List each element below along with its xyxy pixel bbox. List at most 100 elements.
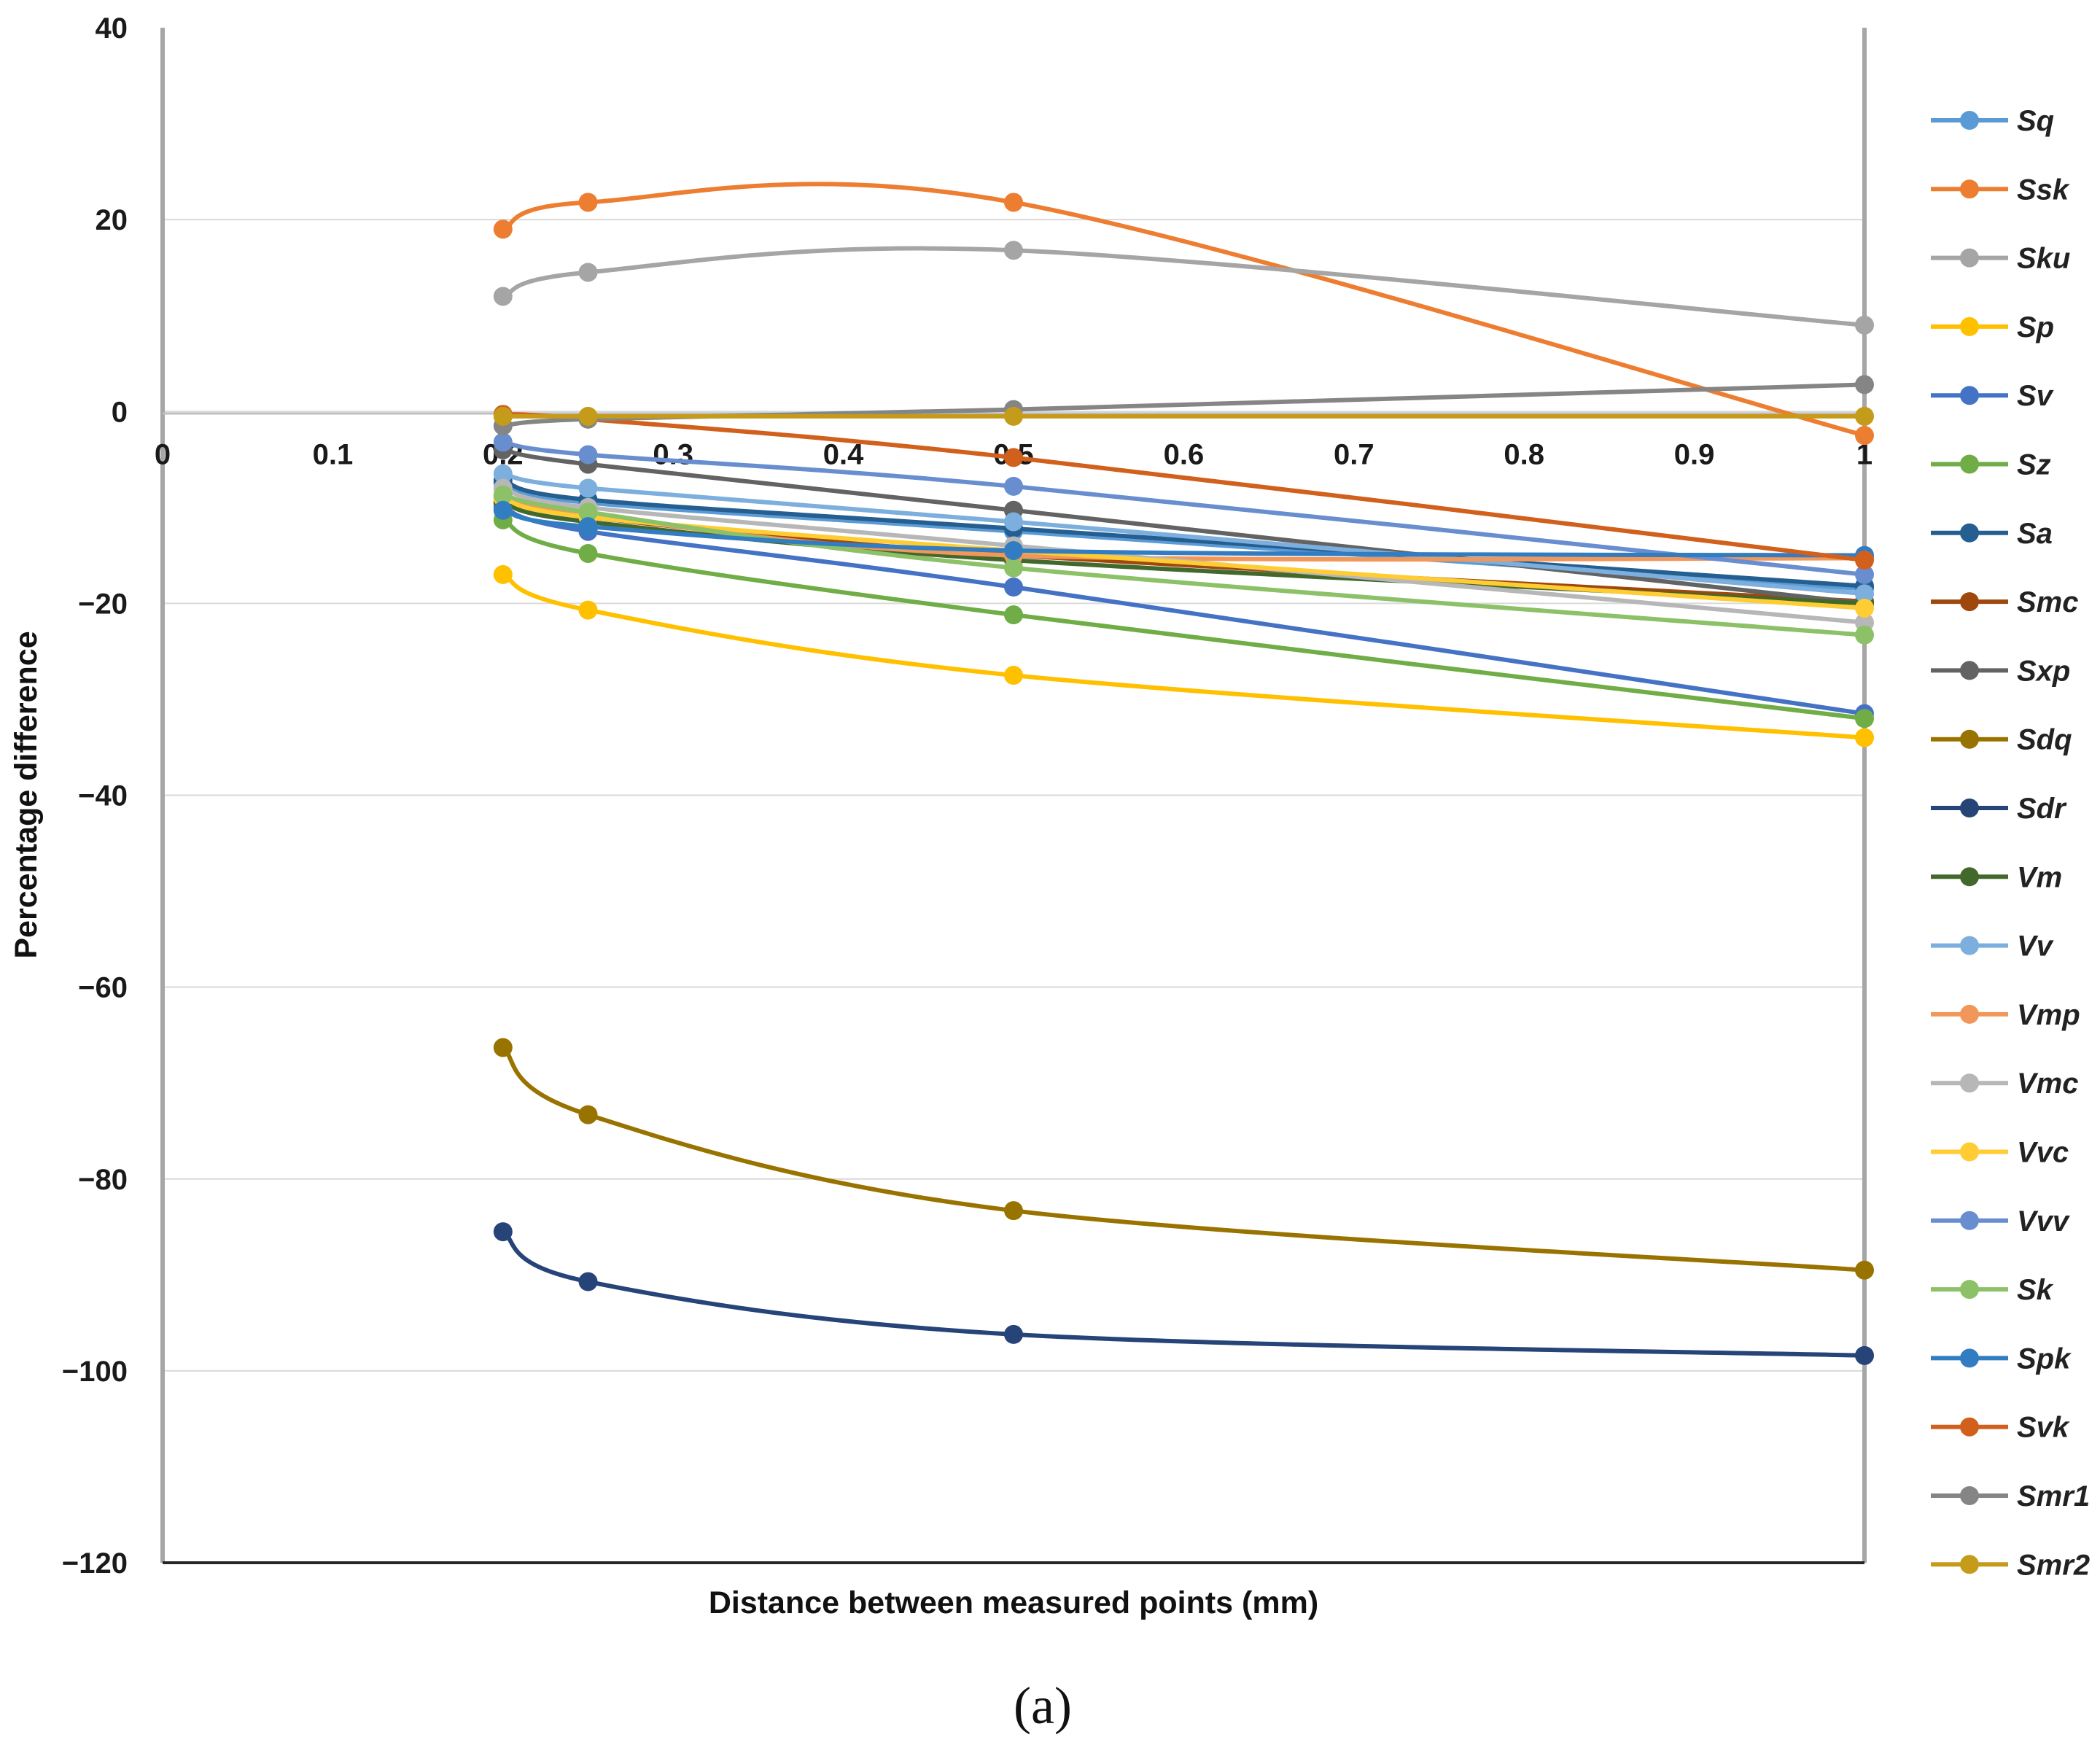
legend-swatch-marker: [1960, 248, 1979, 268]
legend-label: Vmc: [2017, 1068, 2079, 1100]
series-line: [500, 382, 1867, 428]
data-point: [578, 445, 598, 465]
data-point: [1855, 426, 1874, 446]
y-tick-labels: 40 20 0 −20 −40 −60 −80 −100 −120: [62, 12, 128, 1580]
legend-entry-ssk: Ssk: [1931, 174, 2070, 206]
data-point: [1004, 193, 1023, 212]
x-tick-label: 0.8: [1504, 438, 1544, 470]
data-point: [1004, 1324, 1023, 1344]
legend-entry-sdq: Sdq: [1931, 724, 2072, 756]
legend-swatch-marker: [1960, 1486, 1979, 1505]
series-smr2: [493, 406, 1874, 426]
data-point: [1004, 1201, 1023, 1221]
series-line: [500, 447, 1867, 606]
data-point: [578, 1272, 598, 1291]
series-ssk: [493, 182, 1874, 446]
series-line: [500, 486, 1867, 625]
series-line: [500, 508, 1867, 558]
legend-swatch-marker: [1960, 316, 1979, 336]
data-point: [1004, 448, 1023, 467]
data-point: [578, 478, 598, 498]
data-point: [1855, 625, 1874, 645]
data-point: [1004, 558, 1023, 578]
data-point: [1855, 728, 1874, 747]
series-line: [500, 478, 1867, 588]
data-point: [1004, 541, 1023, 561]
data-point: [1855, 551, 1874, 570]
legend: Sq Ssk Sku Sp Sv Sz Sa Smc Sxp Sdq Sdr Vm Vv Vmp Vmc Vv…: [1931, 105, 2090, 1581]
legend-label: Smr1: [2017, 1480, 2090, 1512]
y-tick-label: −120: [62, 1547, 128, 1580]
legend-swatch-marker: [1960, 1073, 1979, 1093]
legend-swatch-marker: [1960, 454, 1979, 474]
series-spk: [493, 500, 1874, 565]
legend-entry-svk: Svk: [1931, 1412, 2070, 1444]
legend-label: Smc: [2017, 586, 2079, 618]
x-tick-label: 0.9: [1674, 438, 1715, 470]
legend-entry-smc: Smc: [1931, 586, 2079, 618]
data-point: [493, 219, 513, 239]
legend-swatch-marker: [1960, 867, 1979, 887]
legend-entry-sdr: Sdr: [1931, 793, 2067, 825]
legend-label: Sdr: [2017, 793, 2067, 825]
data-point: [1855, 709, 1874, 729]
legend-label: Sp: [2017, 311, 2054, 343]
series-lines: [493, 182, 1874, 1365]
legend-label: Ssk: [2017, 174, 2070, 206]
legend-label: Sk: [2017, 1274, 2054, 1306]
legend-swatch-marker: [1960, 1142, 1979, 1162]
legend-entry-vvv: Vvv: [1931, 1205, 2071, 1238]
legend-swatch-marker: [1960, 661, 1979, 680]
legend-label: Vmp: [2017, 999, 2080, 1031]
legend-label: Vvv: [2017, 1205, 2071, 1238]
legend-label: Sa: [2017, 518, 2053, 550]
y-axis-title: Percentage difference: [9, 631, 44, 958]
data-point: [578, 406, 598, 426]
legend-label: Sdq: [2017, 724, 2072, 756]
legend-label: Svk: [2017, 1412, 2070, 1444]
series-line: [500, 505, 1867, 716]
y-tick-label: 40: [96, 12, 128, 44]
x-tick-label: 0: [155, 438, 171, 470]
legend-swatch-marker: [1960, 1348, 1979, 1368]
data-point: [1004, 512, 1023, 532]
data-point: [493, 1038, 513, 1057]
legend-entry-vmc: Vmc: [1931, 1068, 2079, 1100]
legend-swatch-marker: [1960, 179, 1979, 199]
series-vvv: [493, 432, 1874, 584]
data-point: [493, 1222, 513, 1242]
series-sdq: [493, 1038, 1874, 1280]
legend-entry-vvc: Vvc: [1931, 1137, 2069, 1169]
data-point: [578, 517, 598, 537]
legend-entry-sk: Sk: [1931, 1274, 2054, 1306]
y-tick-label: 0: [112, 396, 128, 428]
legend-swatch-marker: [1960, 111, 1979, 130]
legend-entry-sz: Sz: [1931, 449, 2051, 481]
y-tick-label: 20: [96, 204, 128, 236]
legend-swatch-marker: [1960, 799, 1979, 817]
legend-entry-sq: Sq: [1931, 105, 2054, 137]
x-tick-label: 0.4: [823, 438, 864, 470]
gridlines: [163, 219, 1864, 1372]
y-tick-label: −40: [78, 780, 128, 812]
legend-entry-spk: Spk: [1931, 1343, 2072, 1375]
data-point: [493, 287, 513, 306]
legend-swatch-marker: [1960, 386, 1979, 405]
figure-caption: (a): [1014, 1677, 1072, 1735]
legend-swatch-marker: [1960, 1555, 1979, 1574]
legend-label: Sv: [2017, 380, 2055, 412]
legend-entry-sxp: Sxp: [1931, 655, 2070, 687]
series-line: [500, 572, 1867, 740]
data-point: [1855, 564, 1874, 584]
legend-entry-sa: Sa: [1931, 518, 2053, 550]
series-line: [500, 471, 1867, 597]
y-tick-label: −60: [78, 972, 128, 1004]
series-vv: [493, 464, 1874, 604]
data-point: [493, 432, 513, 452]
data-point: [578, 193, 598, 212]
series-sku: [493, 241, 1874, 335]
legend-label: Spk: [2017, 1343, 2072, 1375]
data-point: [1004, 578, 1023, 597]
data-point: [578, 1105, 598, 1124]
data-point: [493, 485, 513, 505]
